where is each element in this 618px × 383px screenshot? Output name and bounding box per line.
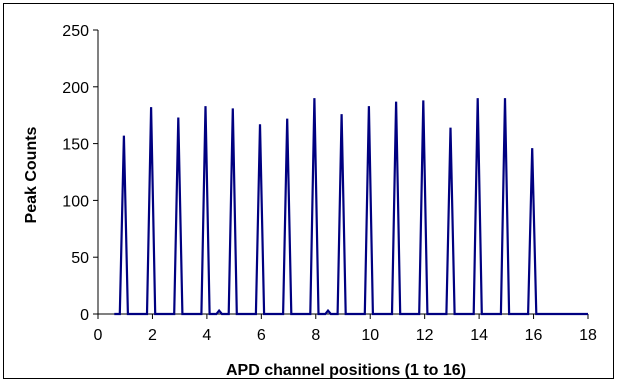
x-tick-label: 16 [525, 327, 543, 344]
x-tick-label: 10 [361, 327, 379, 344]
x-axis-title: APD channel positions (1 to 16) [226, 362, 466, 379]
y-tick-label: 150 [62, 137, 89, 154]
chart-frame [3, 3, 614, 379]
y-tick-label: 0 [80, 307, 89, 324]
x-tick-label: 4 [202, 327, 211, 344]
x-tick-label: 6 [257, 327, 266, 344]
y-tick-label: 50 [71, 250, 89, 267]
x-tick-label: 0 [94, 327, 103, 344]
y-axis-title: Peak Counts [23, 126, 40, 223]
series-line-1 [114, 98, 588, 316]
x-tick-label: 12 [416, 327, 434, 344]
y-tick-label: 200 [62, 80, 89, 97]
x-tick-label: 8 [311, 327, 320, 344]
series-layer [114, 98, 588, 316]
y-tick-label: 100 [62, 193, 89, 210]
x-tick-label: 14 [470, 327, 488, 344]
x-tick-label: 2 [148, 327, 157, 344]
tick-labels: 0 50 100 150 200 250 0 2 4 6 8 10 12 14 16 18 [62, 23, 597, 344]
axes [93, 29, 589, 319]
x-tick-label: 18 [579, 327, 597, 344]
y-tick-label: 250 [62, 23, 89, 40]
